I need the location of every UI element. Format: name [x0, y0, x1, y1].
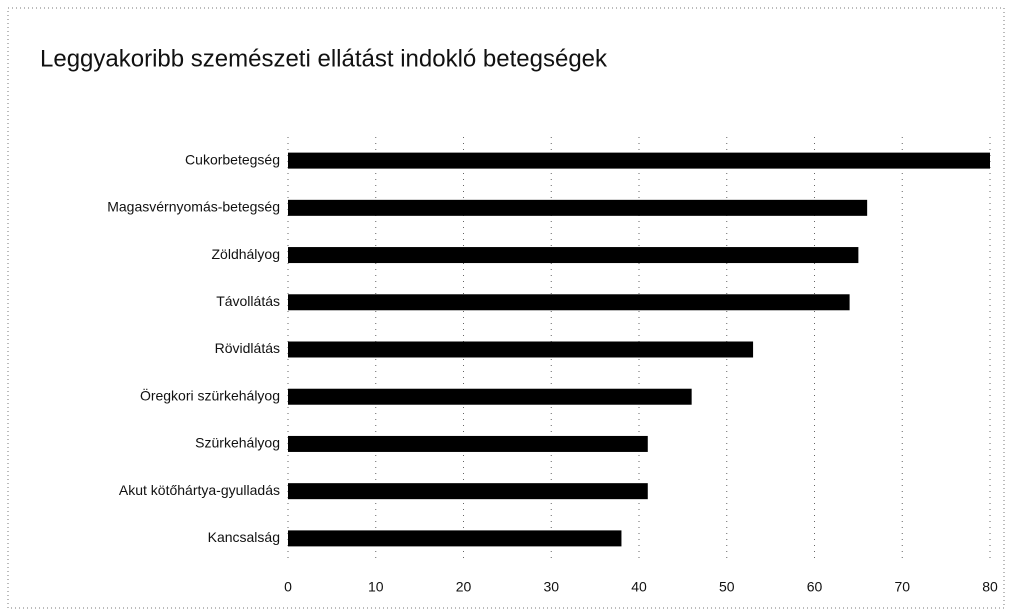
x-tick-label: 60	[807, 579, 823, 595]
y-tick-label: Rövidlátás	[215, 340, 280, 356]
x-tick-label: 20	[456, 579, 472, 595]
x-tick-label: 10	[368, 579, 384, 595]
bar	[288, 435, 648, 452]
bar	[288, 294, 850, 311]
y-tick-label: Szürkehályog	[195, 435, 280, 451]
y-tick-label: Kancsalság	[208, 529, 280, 545]
y-tick-label: Zöldhályog	[212, 246, 281, 262]
x-tick-label: 0	[284, 579, 292, 595]
chart-title: Leggyakoribb szemészeti ellátást indokló…	[40, 45, 608, 72]
x-tick-label: 80	[982, 579, 998, 595]
bar	[288, 152, 990, 169]
x-tick-label: 30	[543, 579, 559, 595]
bar	[288, 483, 648, 500]
x-tick-label: 50	[719, 579, 735, 595]
y-tick-label: Távollátás	[216, 293, 280, 309]
y-tick-label: Cukorbetegség	[185, 151, 280, 167]
x-tick-label: 40	[631, 579, 647, 595]
bar	[288, 199, 868, 216]
bar	[288, 530, 622, 547]
x-tick-label: 70	[894, 579, 910, 595]
y-tick-label: Akut kötőhártya-gyulladás	[119, 482, 280, 498]
bar	[288, 341, 754, 358]
bar	[288, 247, 859, 264]
chart-border	[7, 7, 1005, 609]
y-tick-label: Magasvérnyomás-betegség	[107, 199, 280, 215]
y-tick-label: Öregkori szürkehályog	[140, 386, 280, 403]
bar	[288, 388, 692, 405]
